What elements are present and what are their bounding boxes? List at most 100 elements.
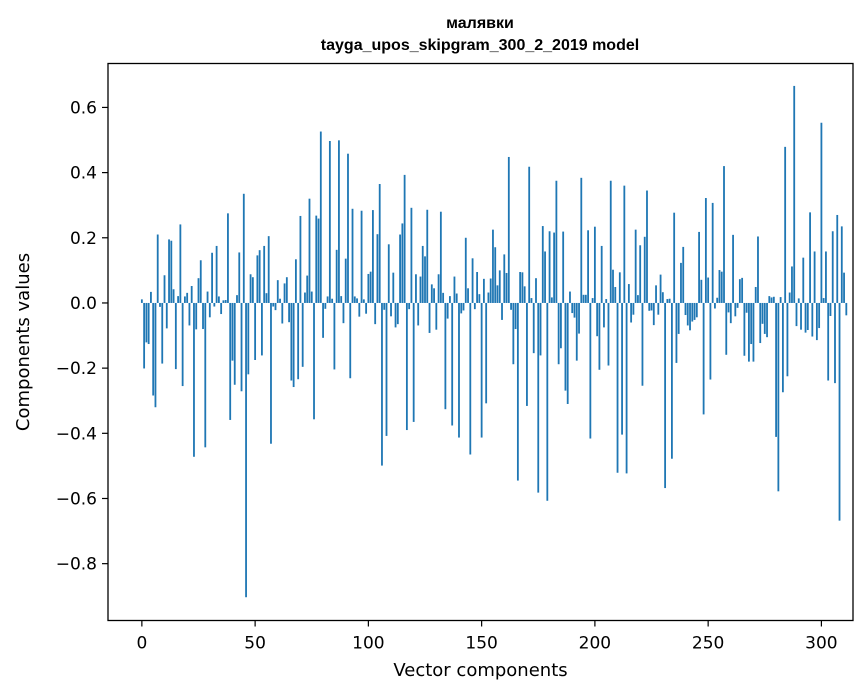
bar: [140, 299, 143, 303]
bar: [467, 288, 469, 303]
bar: [279, 298, 281, 303]
bar: [627, 284, 630, 303]
bar: [575, 302, 578, 361]
bar: [458, 302, 460, 438]
bar: [686, 302, 689, 326]
bar: [315, 215, 318, 303]
bar: [231, 302, 234, 361]
bar: [367, 273, 370, 303]
bar: [362, 299, 365, 303]
bar: [433, 288, 435, 303]
bar: [442, 292, 445, 303]
bar: [435, 302, 438, 330]
bar: [734, 302, 737, 317]
bar: [183, 296, 186, 303]
bar: [555, 180, 558, 303]
bar: [772, 296, 775, 303]
bar: [233, 302, 236, 385]
bar: [528, 166, 531, 303]
bar: [546, 302, 549, 501]
bar: [299, 215, 302, 303]
bar: [424, 256, 426, 303]
bar: [396, 302, 399, 325]
bar: [795, 302, 798, 327]
bar: [618, 272, 621, 303]
bar: [351, 208, 354, 303]
bar: [208, 302, 211, 318]
y-tick-label: −0.6: [56, 489, 97, 509]
bar: [161, 302, 164, 364]
bar: [553, 232, 556, 303]
bar: [206, 291, 209, 303]
bar: [720, 271, 723, 303]
bar: [587, 230, 589, 303]
bar: [426, 209, 429, 303]
bar: [530, 298, 533, 303]
bar: [220, 302, 223, 315]
bar: [657, 302, 660, 315]
bar: [623, 185, 626, 303]
bar: [204, 302, 207, 448]
bar: [503, 254, 506, 303]
bar: [374, 302, 377, 325]
bar: [365, 302, 368, 314]
bar: [650, 302, 653, 311]
bar: [417, 302, 420, 326]
bar: [238, 252, 241, 303]
bar: [281, 302, 284, 324]
bar: [535, 278, 537, 303]
bar: [410, 207, 413, 303]
bar: [766, 302, 768, 338]
bar: [843, 272, 845, 303]
bar: [313, 302, 315, 420]
bar: [381, 302, 383, 466]
bar: [815, 302, 818, 341]
bar: [684, 302, 687, 316]
bar: [217, 296, 220, 303]
bar: [408, 302, 411, 310]
bar: [748, 302, 750, 362]
bar: [387, 244, 390, 303]
bar: [716, 297, 719, 303]
bar: [641, 302, 644, 386]
bar: [691, 302, 694, 322]
x-tick-label: 250: [692, 634, 724, 654]
bar: [263, 245, 266, 303]
bar: [202, 302, 204, 330]
bar: [526, 302, 528, 406]
bar: [845, 302, 848, 316]
bar: [548, 231, 551, 303]
bar: [541, 226, 544, 303]
bar: [168, 239, 170, 303]
x-tick-label: 150: [465, 634, 497, 654]
bar: [761, 302, 764, 324]
bar: [385, 302, 388, 436]
bar: [197, 278, 200, 303]
bar: [668, 298, 671, 303]
bar: [614, 286, 617, 303]
bar: [609, 180, 612, 303]
bar: [510, 302, 512, 310]
y-tick-label: −0.8: [56, 555, 97, 575]
bar: [326, 296, 329, 303]
bar: [571, 302, 574, 314]
bar: [800, 302, 802, 330]
bar: [446, 302, 449, 319]
bar: [322, 302, 324, 338]
bar: [621, 302, 623, 435]
bar: [671, 302, 673, 459]
bar: [652, 302, 655, 326]
bar: [836, 214, 839, 303]
bar: [150, 291, 152, 303]
bar: [505, 272, 508, 303]
x-axis-label: Vector components: [393, 660, 567, 681]
bar: [369, 271, 372, 303]
bar: [786, 302, 789, 377]
bar: [469, 302, 472, 455]
bar: [763, 302, 766, 334]
bar: [682, 246, 685, 303]
bar: [328, 141, 331, 303]
bar: [181, 302, 184, 387]
bar: [582, 294, 585, 303]
bar: [451, 302, 454, 426]
